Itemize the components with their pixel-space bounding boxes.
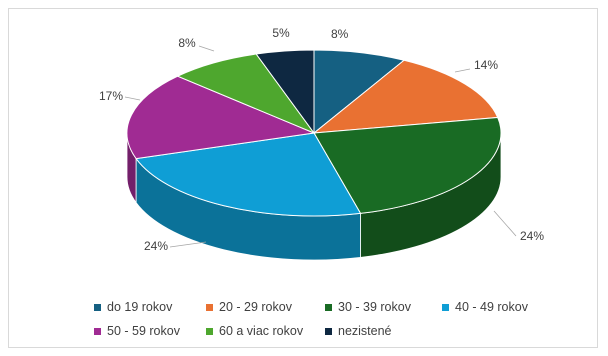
pie-slice-5 bbox=[176, 53, 316, 135]
data-label-6: 5% bbox=[272, 26, 290, 40]
pie-slice-4 bbox=[126, 75, 316, 160]
pie-slice-6 bbox=[255, 49, 315, 135]
leader-line-4 bbox=[124, 96, 141, 101]
data-label-5: 8% bbox=[178, 36, 196, 50]
data-label-4: 17% bbox=[99, 89, 123, 103]
pie-slice-3 bbox=[135, 132, 362, 217]
leader-line-2 bbox=[493, 210, 517, 237]
data-label-2: 24% bbox=[520, 229, 544, 243]
data-label-0: 8% bbox=[331, 27, 349, 41]
leader-line-3 bbox=[169, 241, 207, 248]
pie-slice-0 bbox=[313, 49, 406, 135]
data-label-3: 24% bbox=[144, 239, 168, 253]
pie-slice-2 bbox=[313, 116, 502, 214]
data-label-1: 14% bbox=[474, 58, 498, 72]
leader-line-5 bbox=[198, 45, 215, 52]
leader-line-1 bbox=[454, 68, 471, 73]
pie-slice-1 bbox=[312, 59, 499, 134]
